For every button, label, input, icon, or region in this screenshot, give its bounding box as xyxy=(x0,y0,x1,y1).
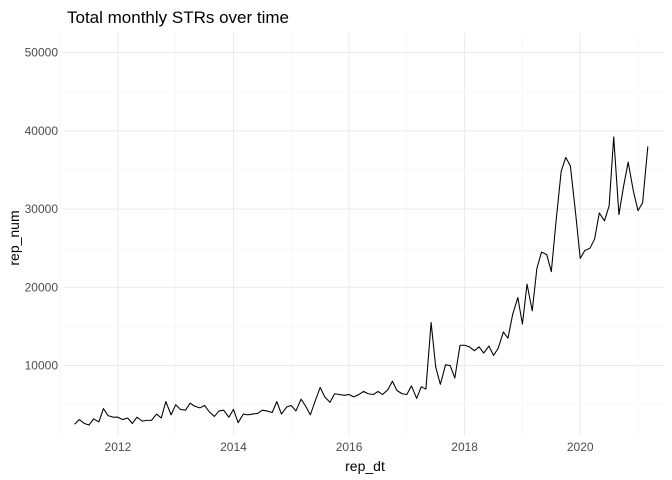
chart-title: Total monthly STRs over time xyxy=(67,8,289,27)
major-vertical-gridlines xyxy=(117,33,581,436)
x-tick-label: 2012 xyxy=(105,440,132,454)
x-tick-label: 2014 xyxy=(220,440,247,454)
y-axis-tick-labels: 10000 20000 30000 40000 50000 xyxy=(25,46,59,373)
x-tick-label: 2016 xyxy=(336,440,363,454)
x-axis-title: rep_dt xyxy=(345,458,385,474)
y-tick-label: 10000 xyxy=(25,359,59,373)
major-horizontal-gridlines xyxy=(63,52,664,367)
y-tick-label: 20000 xyxy=(25,280,59,294)
minor-horizontal-gridlines xyxy=(63,91,664,405)
y-tick-label: 50000 xyxy=(25,46,59,60)
y-tick-label: 30000 xyxy=(25,202,59,216)
series-line-rep-num xyxy=(74,136,649,426)
x-axis-tick-labels: 2012 2014 2016 2018 2020 xyxy=(105,440,594,454)
y-tick-label: 40000 xyxy=(25,124,59,138)
minor-vertical-gridlines xyxy=(59,33,639,436)
x-tick-label: 2020 xyxy=(567,440,594,454)
y-axis-title: rep_num xyxy=(6,210,22,265)
x-tick-label: 2018 xyxy=(451,440,478,454)
series-data-points xyxy=(74,136,649,426)
